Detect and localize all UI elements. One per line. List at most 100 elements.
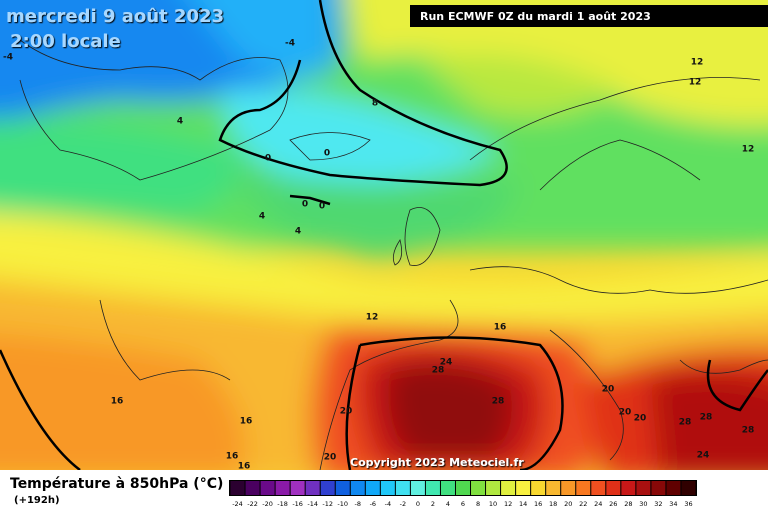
- colorbar-cell: [320, 481, 335, 495]
- colorbar-label: 26: [609, 500, 617, 508]
- isotherm-lines: [0, 0, 768, 470]
- forecast-lead: (+192h): [14, 495, 60, 506]
- contour-label: 4: [177, 117, 183, 127]
- colorbar-cell: [516, 481, 531, 495]
- colorbar-cell: [380, 481, 395, 495]
- colorbar-label: 20: [564, 500, 572, 508]
- colorbar-cell: [471, 481, 486, 495]
- colorbar-label: -18: [277, 500, 288, 508]
- colorbar-cell: [636, 481, 651, 495]
- colorbar-label: -4: [385, 500, 391, 508]
- contour-label: 20: [619, 408, 632, 418]
- colorbar-label: 24: [594, 500, 602, 508]
- contour-label: 16: [238, 462, 251, 472]
- colorbar-cell: [666, 481, 681, 495]
- colorbar-cell: [501, 481, 516, 495]
- contour-label: 28: [742, 426, 755, 436]
- colorbar-cell: [365, 481, 380, 495]
- contour-label: 12: [689, 78, 702, 88]
- colorbar-label: -24: [232, 500, 243, 508]
- contour-label: 16: [226, 452, 239, 462]
- colorbar-label: 10: [489, 500, 497, 508]
- colorbar-cell: [561, 481, 576, 495]
- colorbar-label: 2: [431, 500, 435, 508]
- colorbar-label: 6: [461, 500, 465, 508]
- contour-label: 16: [494, 323, 507, 333]
- colorbar-label: 16: [534, 500, 542, 508]
- contour-label: 28: [700, 413, 713, 423]
- colorbar-label: -8: [355, 500, 361, 508]
- colorbar-label: -22: [247, 500, 258, 508]
- colorbar-cell: [260, 481, 275, 495]
- colorbar-cell: [681, 481, 696, 495]
- colorbar-cell: [546, 481, 561, 495]
- colorbar-label: 30: [639, 500, 647, 508]
- contour-label: -4: [3, 53, 13, 63]
- contour-label: 8: [372, 99, 378, 109]
- colorbar-cell: [455, 481, 471, 495]
- colorbar-cell: [245, 481, 260, 495]
- colorbar-label: -14: [307, 500, 318, 508]
- contour-label: 20: [634, 414, 647, 424]
- colorbar-cell: [350, 481, 365, 495]
- legend-title: Température à 850hPa (°C): [10, 476, 223, 492]
- contour-label: 20: [340, 407, 353, 417]
- colorbar-label: -6: [370, 500, 376, 508]
- contour-label: 12: [742, 145, 755, 155]
- colorbar-cell: [335, 481, 350, 495]
- colorbar-label: 4: [446, 500, 450, 508]
- colorbar-label: 34: [669, 500, 677, 508]
- colorbar-label: 32: [654, 500, 662, 508]
- colorbar-cell: [621, 481, 636, 495]
- contour-label: 12: [691, 58, 704, 68]
- contour-label: 0: [324, 149, 330, 159]
- colorbar-cell: [531, 481, 546, 495]
- forecast-date: mercredi 9 août 2023: [6, 6, 224, 27]
- contour-label: 4: [295, 227, 301, 237]
- coastlines: [19, 39, 768, 470]
- contour-label: 4: [259, 212, 265, 222]
- colorbar-cell: [425, 481, 440, 495]
- colorbar-label: 18: [549, 500, 557, 508]
- colorbar-label: 12: [504, 500, 512, 508]
- colorbar-cell: [606, 481, 621, 495]
- colorbar-cell: [395, 481, 410, 495]
- contour-label: 28: [492, 397, 505, 407]
- contour-label: 28: [679, 418, 692, 428]
- colorbar-cell: [305, 481, 320, 495]
- contour-label: 0: [302, 200, 308, 210]
- contour-label: 24: [697, 451, 710, 461]
- contour-label: 0: [319, 202, 325, 212]
- colorbar-label: -20: [262, 500, 273, 508]
- colorbar-label: 0: [416, 500, 420, 508]
- colorbar-label: -12: [322, 500, 333, 508]
- contour-label: 4: [197, 8, 203, 18]
- contour-label: 16: [111, 397, 124, 407]
- colorbar-cell: [440, 481, 455, 495]
- colorbar-cell: [651, 481, 666, 495]
- colorbar-label: 36: [684, 500, 692, 508]
- colorbar-label: 22: [579, 500, 587, 508]
- contour-label: 20: [602, 385, 615, 395]
- contour-label: 12: [366, 313, 379, 323]
- copyright: Copyright 2023 Meteociel.fr: [350, 456, 524, 469]
- colorbar-cell: [275, 481, 290, 495]
- contour-label: -4: [285, 39, 295, 49]
- colorbar-cell: [576, 481, 591, 495]
- colorbar-label: 28: [624, 500, 632, 508]
- colorbar-label: 14: [519, 500, 527, 508]
- contour-label: 16: [240, 417, 253, 427]
- colorbar-label: -10: [337, 500, 348, 508]
- colorbar-cell: [230, 481, 245, 495]
- colorbar-cell: [290, 481, 305, 495]
- contour-label: 20: [324, 453, 337, 463]
- colorbar-cell: [410, 481, 425, 495]
- colorbar: -24 -22 -20 -18 -16 -14 -12 -10 -8 -6 -4 -2 0 2 4 6 8 10 1…: [230, 481, 696, 508]
- contour-label: 28: [432, 366, 445, 376]
- colorbar-cell: [591, 481, 606, 495]
- colorbar-label: -16: [292, 500, 303, 508]
- colorbar-cell: [486, 481, 501, 495]
